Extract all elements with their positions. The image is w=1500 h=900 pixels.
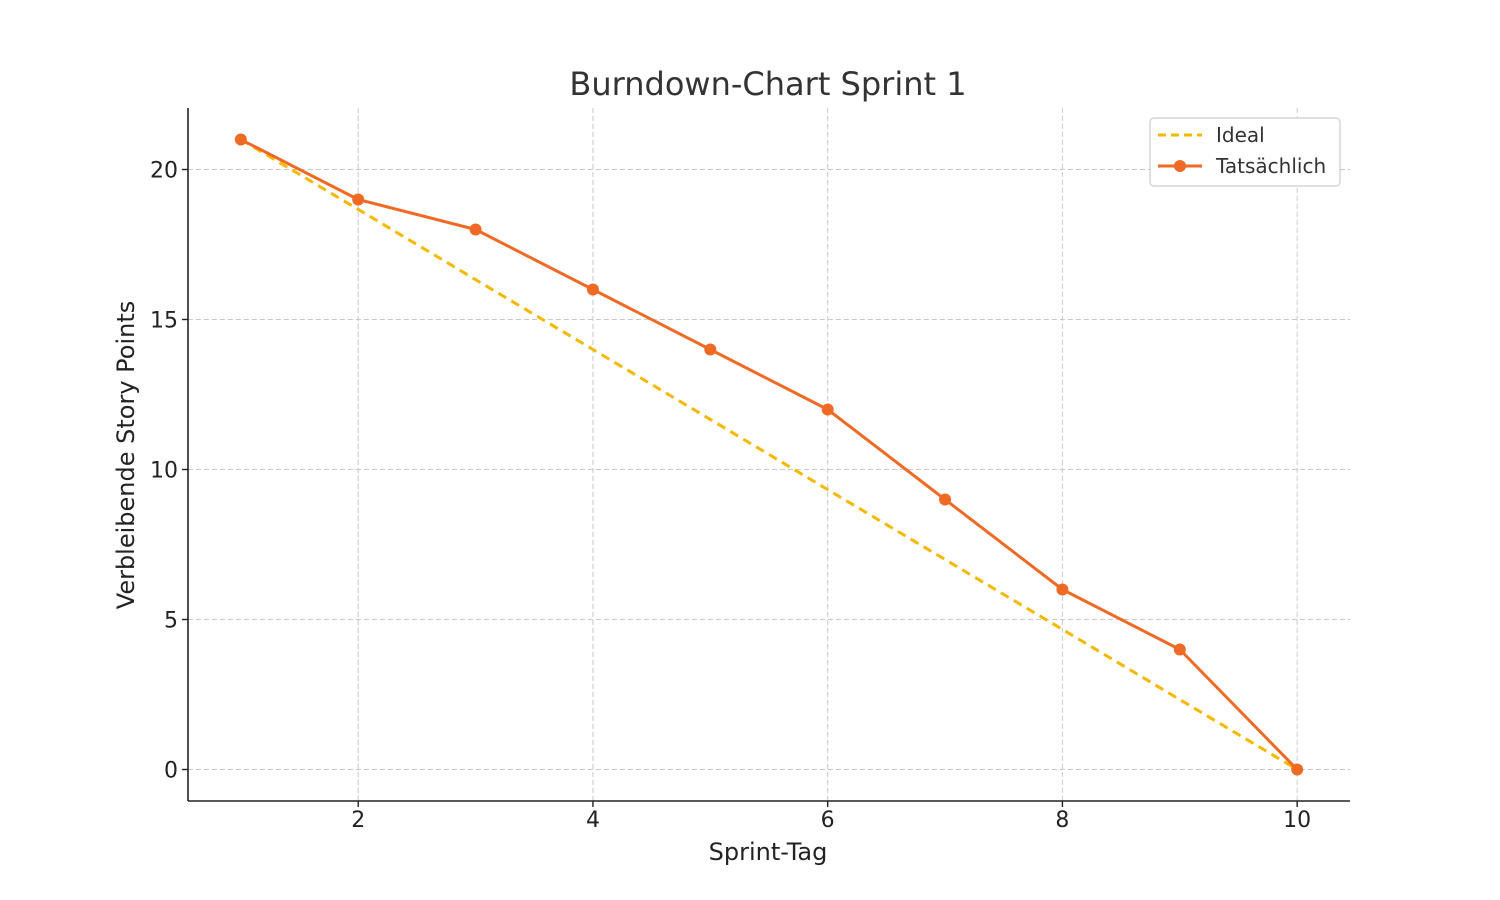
x-tick-label: 8: [1055, 808, 1069, 833]
axis-ticks: 2 4 6 8 10 0 5 10 15 20: [150, 159, 1311, 834]
actual-data-point: [704, 343, 717, 356]
y-tick-label: 15: [150, 309, 178, 334]
actual-data-point: [1056, 583, 1069, 596]
actual-data-point: [352, 193, 365, 206]
actual-data-point: [469, 223, 482, 236]
legend: Ideal Tatsächlich: [1149, 117, 1341, 187]
actual-data-point: [939, 493, 952, 506]
x-tick-label: 6: [821, 808, 835, 833]
legend-actual-label: Tatsächlich: [1215, 154, 1326, 178]
chart-title: Burndown-Chart Sprint 1: [569, 65, 966, 103]
y-tick-label: 10: [150, 459, 178, 484]
actual-data-point: [1291, 763, 1304, 776]
ideal-series-line: [240, 138, 1298, 771]
x-axis-label: Sprint-Tag: [709, 838, 828, 866]
y-axis-label: Verbleibende Story Points: [112, 301, 140, 609]
actual-data-point: [586, 283, 599, 296]
actual-data-point: [234, 133, 247, 146]
x-tick-label: 2: [351, 808, 365, 833]
y-tick-label: 0: [164, 759, 178, 784]
y-tick-label: 5: [164, 609, 178, 634]
actual-data-point: [1173, 643, 1186, 656]
x-tick-label: 10: [1283, 808, 1311, 833]
plot-series: [234, 133, 1304, 776]
x-tick-label: 4: [586, 808, 600, 833]
actual-series-line: [240, 138, 1299, 771]
actual-data-point: [821, 403, 834, 416]
y-tick-label: 20: [150, 159, 178, 184]
legend-actual-marker: [1174, 160, 1186, 172]
legend-ideal-label: Ideal: [1216, 123, 1265, 147]
